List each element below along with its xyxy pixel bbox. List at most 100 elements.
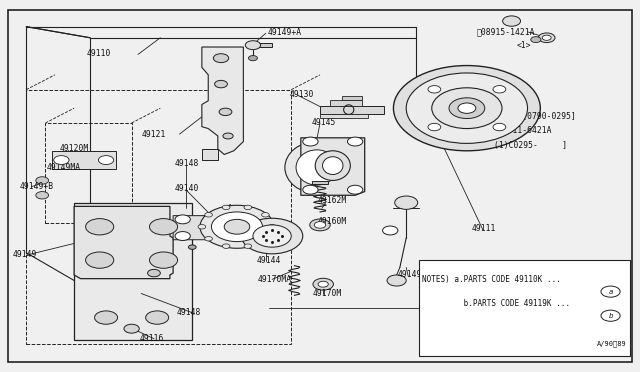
Text: b.PARTS CODE 49119K ...: b.PARTS CODE 49119K ... bbox=[422, 299, 570, 308]
Circle shape bbox=[95, 311, 118, 324]
Bar bbox=[52, 151, 116, 169]
Circle shape bbox=[394, 65, 540, 151]
Circle shape bbox=[262, 212, 269, 217]
Polygon shape bbox=[173, 205, 230, 241]
Circle shape bbox=[124, 324, 140, 333]
Circle shape bbox=[54, 155, 69, 164]
Bar bbox=[45, 123, 132, 223]
Polygon shape bbox=[74, 206, 173, 279]
Text: 49111: 49111 bbox=[472, 224, 497, 233]
Circle shape bbox=[542, 35, 551, 40]
Circle shape bbox=[313, 278, 333, 290]
Circle shape bbox=[531, 37, 541, 42]
Circle shape bbox=[245, 41, 260, 49]
Circle shape bbox=[387, 275, 406, 286]
Text: 49116: 49116 bbox=[140, 334, 164, 343]
Circle shape bbox=[432, 88, 502, 129]
Circle shape bbox=[148, 269, 161, 277]
Circle shape bbox=[314, 222, 326, 228]
Bar bbox=[74, 203, 192, 340]
Circle shape bbox=[150, 252, 177, 268]
Circle shape bbox=[214, 219, 227, 227]
Circle shape bbox=[211, 212, 262, 241]
Circle shape bbox=[146, 311, 169, 324]
Circle shape bbox=[241, 218, 303, 254]
Ellipse shape bbox=[296, 150, 337, 185]
Circle shape bbox=[601, 310, 620, 321]
Circle shape bbox=[222, 205, 230, 209]
Circle shape bbox=[150, 219, 177, 235]
Circle shape bbox=[348, 137, 363, 146]
Text: <1>: <1> bbox=[516, 41, 531, 51]
Circle shape bbox=[248, 55, 257, 61]
Text: b: b bbox=[608, 313, 613, 319]
Text: 49170M: 49170M bbox=[312, 289, 342, 298]
Text: 49149M: 49149M bbox=[398, 270, 427, 279]
Text: 49110: 49110 bbox=[87, 49, 111, 58]
Circle shape bbox=[188, 245, 196, 249]
Bar bbox=[330, 100, 362, 106]
Ellipse shape bbox=[316, 151, 350, 180]
Text: 49149MA: 49149MA bbox=[47, 163, 81, 172]
Circle shape bbox=[86, 219, 114, 235]
Text: 49170MA: 49170MA bbox=[258, 275, 292, 284]
Circle shape bbox=[310, 219, 330, 231]
Circle shape bbox=[200, 205, 274, 248]
Circle shape bbox=[223, 133, 233, 139]
Text: 49149: 49149 bbox=[12, 250, 36, 259]
Text: Ⓜ08915-1421A: Ⓜ08915-1421A bbox=[476, 27, 535, 36]
Text: 49144: 49144 bbox=[256, 256, 280, 264]
Circle shape bbox=[175, 232, 190, 240]
Bar bbox=[342, 96, 362, 100]
Circle shape bbox=[268, 225, 276, 229]
Text: 49162M: 49162M bbox=[318, 196, 348, 205]
Text: a: a bbox=[609, 289, 612, 295]
Text: 49145: 49145 bbox=[312, 118, 336, 127]
Circle shape bbox=[205, 212, 212, 217]
Text: (1)C0295-     ]: (1)C0295- ] bbox=[493, 141, 567, 150]
Circle shape bbox=[428, 124, 441, 131]
Circle shape bbox=[219, 108, 232, 116]
Circle shape bbox=[395, 196, 418, 209]
Bar bbox=[320, 114, 368, 118]
Circle shape bbox=[253, 225, 291, 247]
Circle shape bbox=[348, 185, 363, 194]
Circle shape bbox=[493, 124, 506, 131]
Circle shape bbox=[262, 237, 269, 241]
Circle shape bbox=[458, 103, 476, 113]
Text: 49111B[0790-0295]: 49111B[0790-0295] bbox=[493, 111, 577, 120]
Bar bbox=[312, 181, 328, 184]
Text: 49160M: 49160M bbox=[318, 218, 348, 227]
Polygon shape bbox=[202, 149, 218, 160]
Polygon shape bbox=[202, 47, 243, 154]
Circle shape bbox=[244, 205, 252, 209]
Text: 49120M: 49120M bbox=[60, 144, 90, 153]
Bar bbox=[320, 106, 384, 114]
Circle shape bbox=[36, 192, 49, 199]
Circle shape bbox=[406, 73, 527, 143]
Circle shape bbox=[214, 80, 227, 88]
Circle shape bbox=[303, 137, 318, 146]
Circle shape bbox=[303, 185, 318, 194]
Circle shape bbox=[198, 225, 205, 229]
Text: 49121: 49121 bbox=[141, 129, 166, 139]
Circle shape bbox=[99, 155, 114, 164]
Ellipse shape bbox=[323, 157, 343, 174]
Circle shape bbox=[428, 86, 441, 93]
Bar bbox=[419, 260, 630, 356]
Circle shape bbox=[493, 86, 506, 93]
Circle shape bbox=[86, 252, 114, 268]
Circle shape bbox=[383, 226, 398, 235]
Circle shape bbox=[502, 16, 520, 26]
Circle shape bbox=[222, 244, 230, 248]
Polygon shape bbox=[301, 138, 365, 195]
Circle shape bbox=[601, 286, 620, 297]
Circle shape bbox=[175, 215, 190, 224]
Circle shape bbox=[244, 244, 252, 248]
Bar bbox=[246, 43, 272, 47]
Ellipse shape bbox=[285, 141, 349, 193]
Circle shape bbox=[224, 219, 250, 234]
Text: 49130: 49130 bbox=[289, 90, 314, 99]
Circle shape bbox=[36, 177, 49, 184]
Circle shape bbox=[449, 98, 484, 119]
